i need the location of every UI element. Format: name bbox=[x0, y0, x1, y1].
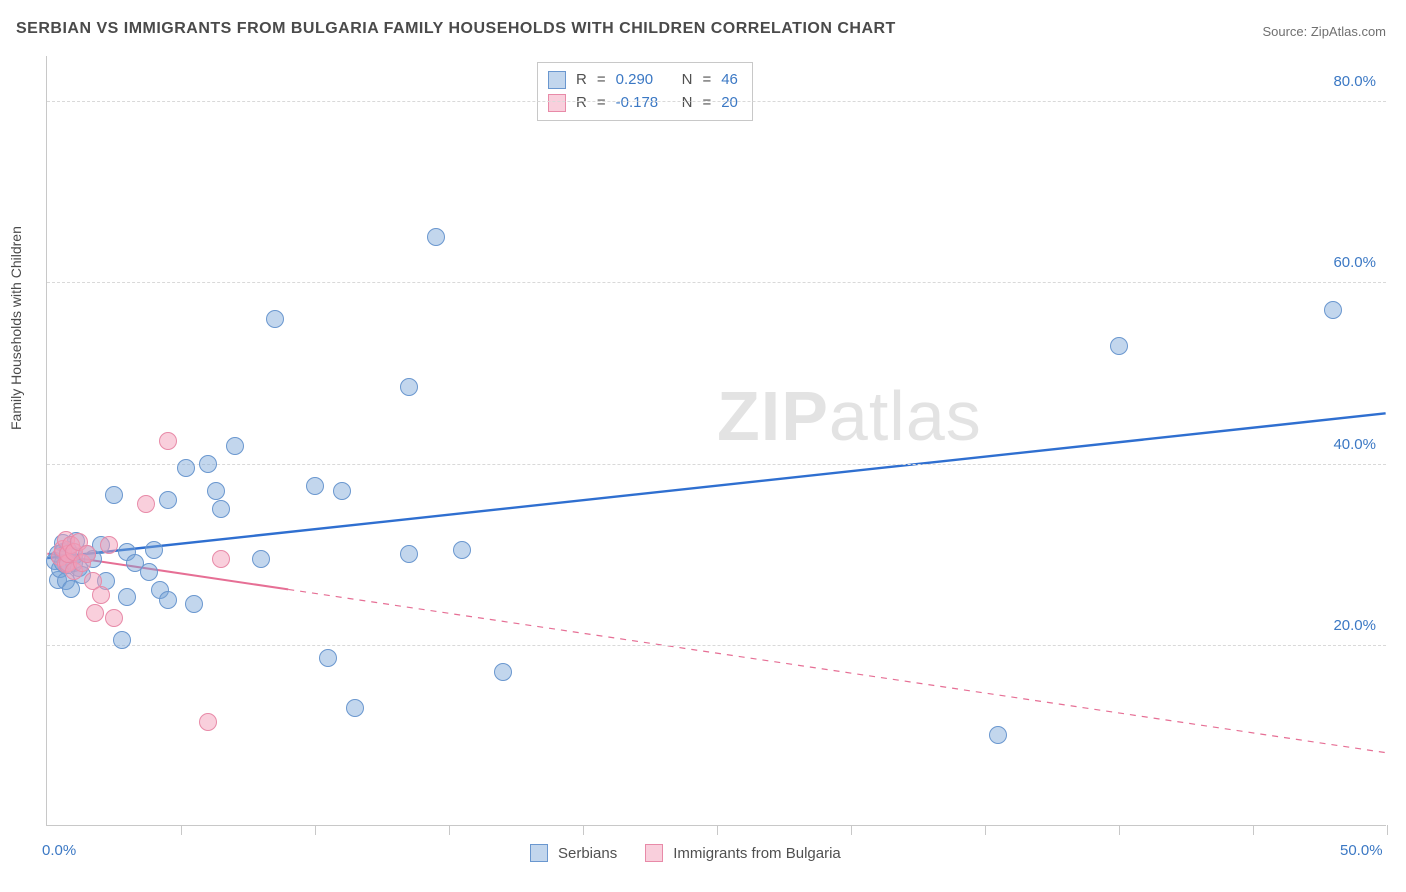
legend-swatch-bulgaria bbox=[548, 94, 566, 112]
watermark: ZIPatlas bbox=[717, 376, 982, 456]
y-tick-label: 80.0% bbox=[1333, 73, 1376, 90]
data-point-serbians bbox=[494, 663, 512, 681]
data-point-serbians bbox=[427, 228, 445, 246]
data-point-bulgaria bbox=[159, 432, 177, 450]
data-point-serbians bbox=[252, 550, 270, 568]
legend-swatch-bulgaria bbox=[645, 844, 663, 862]
data-point-serbians bbox=[333, 482, 351, 500]
series-legend: Serbians Immigrants from Bulgaria bbox=[530, 844, 859, 862]
data-point-serbians bbox=[319, 649, 337, 667]
x-tick bbox=[1253, 825, 1254, 835]
legend-swatch-serbians bbox=[530, 844, 548, 862]
data-point-serbians bbox=[113, 631, 131, 649]
data-point-bulgaria bbox=[100, 536, 118, 554]
data-point-serbians bbox=[207, 482, 225, 500]
legend-stat-row-serbians: R = 0.290 N = 46 bbox=[548, 69, 738, 92]
watermark-zip: ZIP bbox=[717, 377, 829, 455]
y-tick-label: 20.0% bbox=[1333, 617, 1376, 634]
data-point-serbians bbox=[453, 541, 471, 559]
legend-R-value-serbians: 0.290 bbox=[616, 69, 672, 92]
data-point-serbians bbox=[989, 726, 1007, 744]
trendline-serbians bbox=[47, 413, 1385, 558]
data-point-serbians bbox=[159, 591, 177, 609]
correlation-legend: R = 0.290 N = 46 R = -0.178 N = 20 bbox=[537, 62, 753, 121]
chart-title: SERBIAN VS IMMIGRANTS FROM BULGARIA FAMI… bbox=[16, 20, 896, 38]
data-point-bulgaria bbox=[137, 495, 155, 513]
legend-label-bulgaria: Immigrants from Bulgaria bbox=[673, 845, 841, 862]
y-tick-label: 60.0% bbox=[1333, 254, 1376, 271]
legend-stat-row-bulgaria: R = -0.178 N = 20 bbox=[548, 92, 738, 115]
legend-R-label: R bbox=[576, 92, 587, 115]
data-point-bulgaria bbox=[92, 586, 110, 604]
legend-N-label: N bbox=[682, 69, 693, 92]
data-point-serbians bbox=[185, 595, 203, 613]
data-point-serbians bbox=[118, 588, 136, 606]
y-axis-label: Family Households with Children bbox=[8, 226, 24, 430]
data-point-serbians bbox=[159, 491, 177, 509]
legend-N-value-bulgaria: 20 bbox=[721, 92, 738, 115]
gridline bbox=[47, 101, 1386, 102]
data-point-serbians bbox=[266, 310, 284, 328]
data-point-bulgaria bbox=[212, 550, 230, 568]
x-tick bbox=[1119, 825, 1120, 835]
data-point-serbians bbox=[306, 477, 324, 495]
x-tick bbox=[583, 825, 584, 835]
legend-eq: = bbox=[597, 92, 606, 115]
legend-label-serbians: Serbians bbox=[558, 845, 617, 862]
legend-N-value-serbians: 46 bbox=[721, 69, 738, 92]
data-point-serbians bbox=[400, 545, 418, 563]
plot-area: ZIPatlas R = 0.290 N = 46 R = -0.178 N = 20 20.0% 40… bbox=[46, 56, 1386, 826]
data-point-serbians bbox=[140, 563, 158, 581]
data-point-bulgaria bbox=[105, 609, 123, 627]
x-tick bbox=[851, 825, 852, 835]
data-point-serbians bbox=[1324, 301, 1342, 319]
data-point-serbians bbox=[400, 378, 418, 396]
gridline bbox=[47, 282, 1386, 283]
data-point-bulgaria bbox=[199, 713, 217, 731]
data-point-bulgaria bbox=[86, 604, 104, 622]
x-tick bbox=[449, 825, 450, 835]
y-tick-label: 40.0% bbox=[1333, 436, 1376, 453]
x-tick-label: 0.0% bbox=[42, 842, 76, 859]
source-attribution: Source: ZipAtlas.com bbox=[1262, 24, 1386, 39]
data-point-bulgaria bbox=[78, 545, 96, 563]
legend-eq: = bbox=[702, 69, 711, 92]
data-point-serbians bbox=[226, 437, 244, 455]
legend-R-value-bulgaria: -0.178 bbox=[616, 92, 672, 115]
data-point-serbians bbox=[177, 459, 195, 477]
legend-N-label: N bbox=[682, 92, 693, 115]
x-tick bbox=[315, 825, 316, 835]
legend-eq: = bbox=[702, 92, 711, 115]
x-tick bbox=[985, 825, 986, 835]
x-tick bbox=[1387, 825, 1388, 835]
data-point-serbians bbox=[105, 486, 123, 504]
legend-swatch-serbians bbox=[548, 71, 566, 89]
gridline bbox=[47, 645, 1386, 646]
data-point-serbians bbox=[212, 500, 230, 518]
data-point-serbians bbox=[145, 541, 163, 559]
gridline bbox=[47, 464, 1386, 465]
watermark-atlas: atlas bbox=[829, 377, 982, 455]
x-tick-label: 50.0% bbox=[1340, 842, 1383, 859]
x-tick bbox=[181, 825, 182, 835]
data-point-serbians bbox=[199, 455, 217, 473]
trendlines-layer bbox=[47, 56, 1386, 825]
trendline-bulgaria-extrapolated bbox=[288, 589, 1385, 752]
legend-R-label: R bbox=[576, 69, 587, 92]
data-point-serbians bbox=[1110, 337, 1128, 355]
legend-eq: = bbox=[597, 69, 606, 92]
x-tick bbox=[717, 825, 718, 835]
data-point-serbians bbox=[346, 699, 364, 717]
